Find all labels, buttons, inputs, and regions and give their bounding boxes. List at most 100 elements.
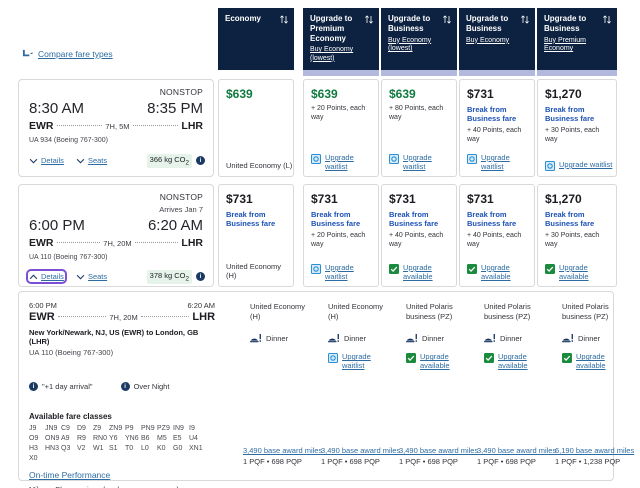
fare-class-code: XN1 bbox=[189, 445, 203, 452]
meal-label: Dinner bbox=[344, 334, 367, 344]
fare-cell[interactable]: $731 Break from Business fare + 40 Point… bbox=[459, 79, 535, 177]
fare-class-code: E5 bbox=[173, 435, 182, 442]
miles-cell: 3,490 base award miles 1 PQF • 698 PQP bbox=[243, 446, 322, 466]
upgrade-status[interactable]: Upgrade available bbox=[389, 263, 456, 281]
upgrade-status-label: Upgrade waitlist bbox=[559, 160, 613, 169]
details-upgrade-label: Upgrade available bbox=[498, 352, 528, 371]
fare-cell[interactable]: $731 Break from Business fare + 20 Point… bbox=[303, 184, 379, 287]
details-left-pane: 6:00 PM 6:20 AM EWR 7H, 20M LHR New York… bbox=[19, 292, 225, 488]
duration: 7H, 5M bbox=[105, 121, 130, 131]
break-fare-label: Break from Business fare bbox=[545, 210, 595, 228]
info-icon[interactable]: i bbox=[196, 272, 205, 282]
award-miles-link[interactable]: 3,490 base award miles bbox=[321, 446, 401, 455]
column-sublink[interactable]: Buy Economy (lowest) bbox=[388, 36, 432, 53]
upgrade-status[interactable]: Upgrade available bbox=[545, 263, 616, 281]
waitlist-icon bbox=[389, 154, 399, 164]
column-sublink[interactable]: Buy Economy (lowest) bbox=[310, 46, 354, 62]
info-icon[interactable]: i bbox=[120, 382, 130, 391]
seats-toggle[interactable]: Seats bbox=[76, 156, 107, 165]
sort-icon[interactable] bbox=[365, 15, 373, 24]
details-toggle[interactable]: Details bbox=[29, 156, 64, 165]
sort-icon[interactable] bbox=[280, 15, 288, 24]
details-fare-cell: United Polaris business (PZ) Dinner Upgr… bbox=[477, 292, 555, 380]
details-upgrade-status[interactable]: Upgrade available bbox=[484, 352, 548, 370]
details-cabin: United Economy (H) bbox=[250, 302, 306, 322]
miles-cell: 3,490 base award miles 1 PQF • 698 PQP bbox=[477, 446, 556, 466]
upgrade-status[interactable]: Upgrade waitlist bbox=[545, 160, 612, 171]
flight-card[interactable]: NONSTOP 8:30 AM 8:35 PM EWR 7H, 5M LHR U… bbox=[18, 79, 214, 177]
available-icon bbox=[467, 264, 477, 274]
chevron-up-icon bbox=[29, 274, 38, 279]
column-sublink[interactable]: Buy Economy bbox=[466, 36, 510, 44]
column-title: Upgrade to Business bbox=[466, 14, 509, 33]
award-miles-link[interactable]: 3,490 base award miles bbox=[243, 446, 323, 455]
column-title: Upgrade to Business bbox=[388, 14, 431, 33]
details-arrive-time: 6:20 AM bbox=[187, 301, 215, 310]
details-tag: i Over Night bbox=[120, 382, 169, 391]
fare-cell[interactable]: $639 + 20 Points, each way Upgrade waitl… bbox=[303, 79, 379, 177]
info-icon[interactable]: i bbox=[196, 156, 205, 166]
column-accent-bar bbox=[459, 70, 535, 76]
on-time-performance-link[interactable]: On-time Performance bbox=[29, 470, 111, 480]
fare-cell[interactable]: $731 Break from Business fare United Eco… bbox=[218, 184, 294, 287]
upgrade-status[interactable]: Upgrade waitlist bbox=[389, 153, 456, 171]
fare-cell[interactable]: $731 Break from Business fare + 40 Point… bbox=[381, 184, 457, 287]
pqp-label: 1 PQF • 698 PQP bbox=[399, 457, 458, 466]
meal-label: Dinner bbox=[578, 334, 601, 344]
details-fare-cell: United Economy (H) Dinner bbox=[243, 292, 321, 353]
fare-class-code: HN3 bbox=[45, 445, 60, 452]
details-upgrade-status[interactable]: Upgrade available bbox=[562, 352, 626, 370]
fare-cell[interactable]: $639 United Economy (L) bbox=[218, 79, 294, 177]
fare-class-code: PZ9 bbox=[157, 425, 170, 432]
sort-icon[interactable] bbox=[603, 15, 611, 24]
award-miles-link[interactable]: 3,490 base award miles bbox=[477, 446, 557, 455]
meal-label: Dinner bbox=[422, 334, 445, 344]
column-header[interactable]: Upgrade to Premium Economy Buy Economy (… bbox=[303, 8, 379, 70]
available-icon bbox=[389, 264, 399, 274]
meal-row: Dinner bbox=[250, 334, 314, 343]
fare-class-code: H3 bbox=[29, 445, 38, 452]
details-upgrade-status[interactable]: Upgrade waitlist bbox=[328, 352, 392, 370]
chevron-down-icon bbox=[76, 274, 85, 280]
compare-fare-types-link[interactable]: Compare fare types bbox=[22, 49, 113, 59]
details-duration: 7H, 20M bbox=[109, 312, 138, 322]
sort-icon[interactable] bbox=[521, 15, 529, 24]
info-icon[interactable]: i bbox=[29, 382, 38, 391]
column-header[interactable]: Economy bbox=[218, 8, 294, 70]
upgrade-status[interactable]: Upgrade waitlist bbox=[467, 153, 534, 171]
co2-indicator[interactable]: 378 kg CO2 i bbox=[146, 270, 205, 284]
details-toggle[interactable]: Details bbox=[26, 269, 67, 285]
upgrade-status[interactable]: Upgrade available bbox=[467, 263, 534, 281]
column-accent-bar bbox=[537, 70, 617, 76]
column-header[interactable]: Upgrade to Business Buy Economy (lowest) bbox=[381, 8, 457, 70]
nonstop-label: NONSTOP bbox=[159, 87, 203, 97]
seats-toggle[interactable]: Seats bbox=[76, 272, 107, 281]
column-header[interactable]: Upgrade to Business Buy Economy bbox=[459, 8, 535, 70]
upgrade-status[interactable]: Upgrade waitlist bbox=[311, 263, 378, 281]
fare-cell[interactable]: $639 + 80 Points, each way Upgrade waitl… bbox=[381, 79, 457, 177]
available-icon bbox=[406, 353, 416, 364]
flight-card[interactable]: NONSTOP Arrives Jan 7 6:00 PM 6:20 AM EW… bbox=[18, 184, 214, 287]
arrives-label: Arrives Jan 7 bbox=[159, 205, 203, 214]
details-tag: i "+1 day arrival" bbox=[29, 382, 93, 391]
details-upgrade-status[interactable]: Upgrade available bbox=[406, 352, 470, 370]
fare-classes-title: Available fare classes bbox=[29, 412, 112, 421]
fare-price: $639 bbox=[311, 87, 338, 101]
column-sublink[interactable]: Buy Premium Economy bbox=[544, 36, 587, 53]
co2-indicator[interactable]: 366 kg CO2 i bbox=[146, 154, 205, 168]
award-miles-link[interactable]: 6,190 base award miles bbox=[555, 446, 635, 455]
meal-icon bbox=[562, 334, 573, 343]
mileageplus-earnings-label: MileagePlus earnings (each way, per pers… bbox=[29, 485, 215, 488]
fare-class-code: PN9 bbox=[141, 425, 155, 432]
details-label: Details bbox=[41, 272, 64, 282]
fare-price: $731 bbox=[226, 192, 253, 206]
fare-cell[interactable]: $1,270 Break from Business fare + 30 Poi… bbox=[537, 79, 617, 177]
fare-class-code: A9 bbox=[61, 435, 70, 442]
details-fare-cell: United Polaris business (PZ) Dinner Upgr… bbox=[555, 292, 633, 380]
fare-cell[interactable]: $731 Break from Business fare + 40 Point… bbox=[459, 184, 535, 287]
upgrade-status[interactable]: Upgrade waitlist bbox=[311, 153, 378, 171]
fare-cell[interactable]: $1,270 Break from Business fare + 30 Poi… bbox=[537, 184, 617, 287]
column-header[interactable]: Upgrade to Business Buy Premium Economy bbox=[537, 8, 617, 70]
sort-icon[interactable] bbox=[443, 15, 451, 24]
award-miles-link[interactable]: 3,490 base award miles bbox=[399, 446, 479, 455]
